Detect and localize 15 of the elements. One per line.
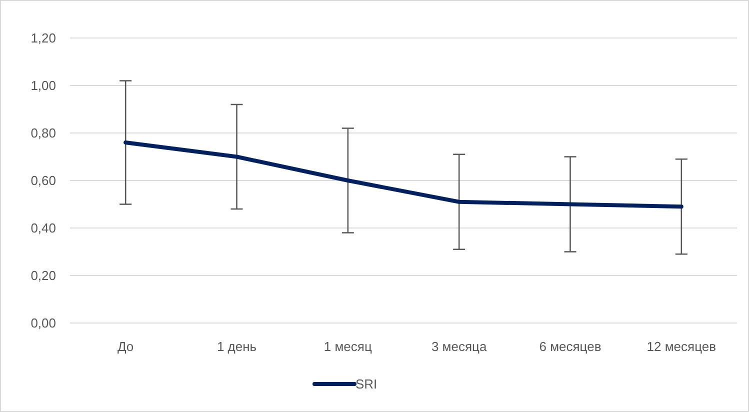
y-tick-label: 0,60 [30,173,56,188]
y-tick-label: 0,20 [30,268,56,284]
y-tick-label: 1,20 [30,30,56,46]
x-tick-label: До [117,339,134,354]
x-tick-label: 1 день [216,339,257,354]
x-tick-label: 3 месяца [431,339,488,354]
legend-label: SRI [356,376,378,392]
x-tick-label: 1 месяц [324,339,372,354]
y-tick-label: 0,80 [30,126,56,141]
y-tick-label: 1,00 [30,78,56,94]
y-tick-label: 0,40 [30,220,56,236]
x-tick-label: 6 месяцев [539,339,602,354]
y-tick-label: 0,00 [30,316,56,331]
line-series [124,140,684,209]
x-tick-label: 12 месяцев [646,339,716,354]
